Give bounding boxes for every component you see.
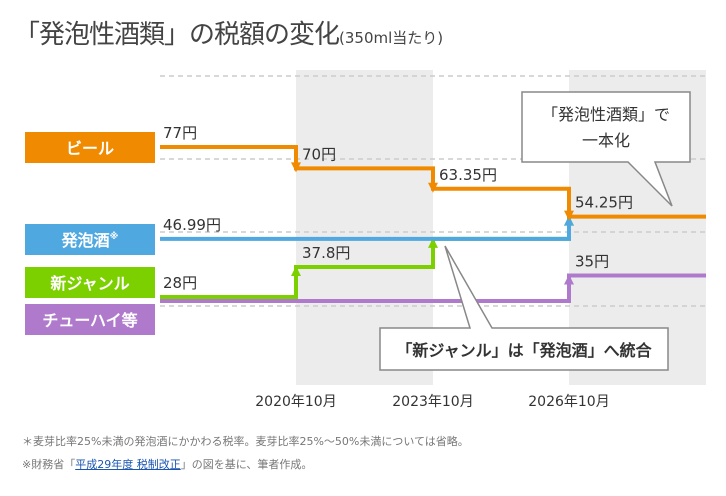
series-label-box: [25, 224, 155, 255]
callout-box: [521, 91, 691, 207]
value-label: 70円: [302, 145, 336, 163]
chart-title: 「発泡性酒類」の税額の変化(350ml当たり): [14, 14, 443, 51]
value-label: 37.8円: [302, 244, 350, 262]
x-tick-label: 2026年10月: [528, 394, 609, 410]
arrow-head: [428, 182, 438, 193]
arrow-head: [564, 210, 574, 221]
arrow-head: [291, 265, 301, 276]
series-line: [160, 216, 571, 241]
series-label: ビール: [66, 139, 114, 158]
arrow-head: [428, 237, 438, 248]
series-label: チューハイ等: [42, 311, 137, 330]
series-label-box: [25, 132, 155, 163]
series-label: 新ジャンル: [50, 274, 129, 293]
x-tick-label: 2020年10月: [255, 394, 336, 410]
callout-box: [379, 245, 669, 371]
subtitle: (350ml当たり): [339, 29, 444, 47]
callout-text: 一本化: [582, 131, 630, 150]
arrow-head: [564, 274, 574, 285]
value-label: 28円: [163, 274, 197, 292]
callout-text: 「新ジャンル」は「発泡酒」へ統合: [396, 341, 652, 360]
x-tick-label: 2023年10月: [392, 394, 473, 410]
series-label: 発泡酒※: [61, 231, 119, 250]
callout-text: 「発泡性酒類」で: [542, 105, 670, 124]
footnote-2: ※財務省「平成29年度 税制改正」の図を基に、筆者作成。: [22, 456, 312, 472]
source-link[interactable]: 平成29年度 税制改正: [75, 458, 181, 471]
value-label: 46.99円: [163, 216, 221, 234]
footnote-1: ＊麦芽比率25%未満の発泡酒にかかわる税率。麦芽比率25%～50%未満については…: [22, 435, 469, 448]
title-text: 「発泡性酒類」の税額の変化: [14, 20, 340, 50]
value-label: 63.35円: [439, 166, 497, 184]
footnote-prefix: ※財務省「: [22, 458, 76, 471]
series-label-box: [25, 304, 155, 335]
series-mark: ※: [110, 231, 119, 242]
value-label: 35円: [575, 253, 609, 271]
value-label: 54.25円: [575, 194, 633, 212]
series-line: [160, 273, 706, 303]
series-label-box: [25, 267, 155, 298]
value-label: 77円: [163, 124, 197, 142]
arrow-head: [291, 162, 301, 173]
footnote-suffix: 」の図を基に、筆者作成。: [180, 458, 313, 471]
